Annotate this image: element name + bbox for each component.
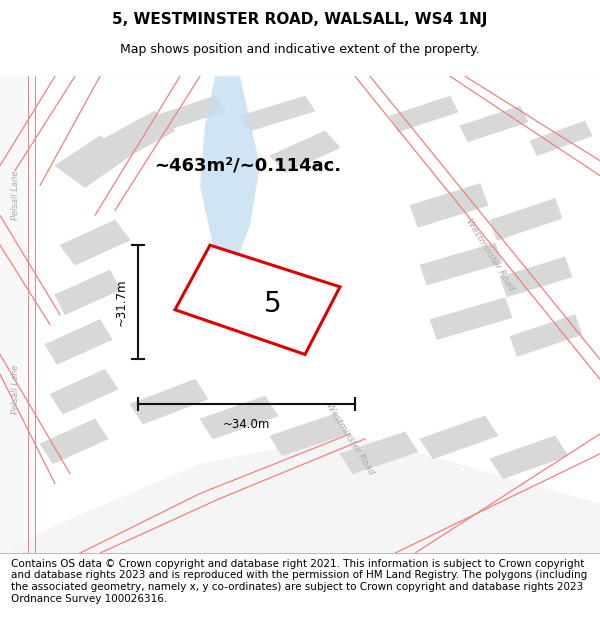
- Text: ~31.7m: ~31.7m: [115, 279, 128, 326]
- Polygon shape: [55, 136, 130, 188]
- Polygon shape: [55, 270, 120, 315]
- Text: ~34.0m: ~34.0m: [223, 418, 270, 431]
- Text: ~463m²/~0.114ac.: ~463m²/~0.114ac.: [154, 157, 341, 174]
- Polygon shape: [530, 121, 592, 156]
- Polygon shape: [175, 245, 340, 354]
- Polygon shape: [0, 76, 30, 553]
- Polygon shape: [420, 416, 498, 459]
- Polygon shape: [490, 436, 568, 479]
- Text: 5: 5: [263, 290, 281, 318]
- Polygon shape: [130, 379, 208, 424]
- Text: Map shows position and indicative extent of the property.: Map shows position and indicative extent…: [120, 43, 480, 56]
- Polygon shape: [200, 76, 260, 265]
- Text: 5, WESTMINSTER ROAD, WALSALL, WS4 1NJ: 5, WESTMINSTER ROAD, WALSALL, WS4 1NJ: [112, 11, 488, 26]
- Polygon shape: [100, 111, 175, 161]
- Text: Contains OS data © Crown copyright and database right 2021. This information is : Contains OS data © Crown copyright and d…: [11, 559, 587, 604]
- Polygon shape: [310, 76, 600, 494]
- Polygon shape: [270, 131, 340, 173]
- Polygon shape: [0, 76, 130, 216]
- Polygon shape: [45, 319, 112, 364]
- Text: Pelsall Lane: Pelsall Lane: [10, 364, 19, 414]
- Polygon shape: [420, 243, 502, 285]
- Polygon shape: [40, 419, 108, 464]
- Polygon shape: [60, 220, 130, 265]
- Polygon shape: [270, 414, 347, 456]
- Polygon shape: [500, 257, 572, 297]
- Polygon shape: [0, 434, 600, 553]
- Polygon shape: [390, 96, 458, 132]
- Polygon shape: [50, 369, 118, 414]
- Polygon shape: [410, 184, 488, 228]
- Polygon shape: [240, 96, 315, 131]
- Polygon shape: [430, 298, 512, 339]
- Text: Westminster Road: Westminster Road: [464, 217, 516, 292]
- Text: Westminster Road: Westminster Road: [324, 401, 376, 476]
- Polygon shape: [200, 396, 278, 439]
- Text: Pelsall Lane: Pelsall Lane: [10, 171, 19, 220]
- Polygon shape: [460, 106, 528, 142]
- Polygon shape: [510, 315, 582, 356]
- Polygon shape: [340, 432, 418, 474]
- Polygon shape: [490, 199, 562, 240]
- Polygon shape: [155, 96, 225, 131]
